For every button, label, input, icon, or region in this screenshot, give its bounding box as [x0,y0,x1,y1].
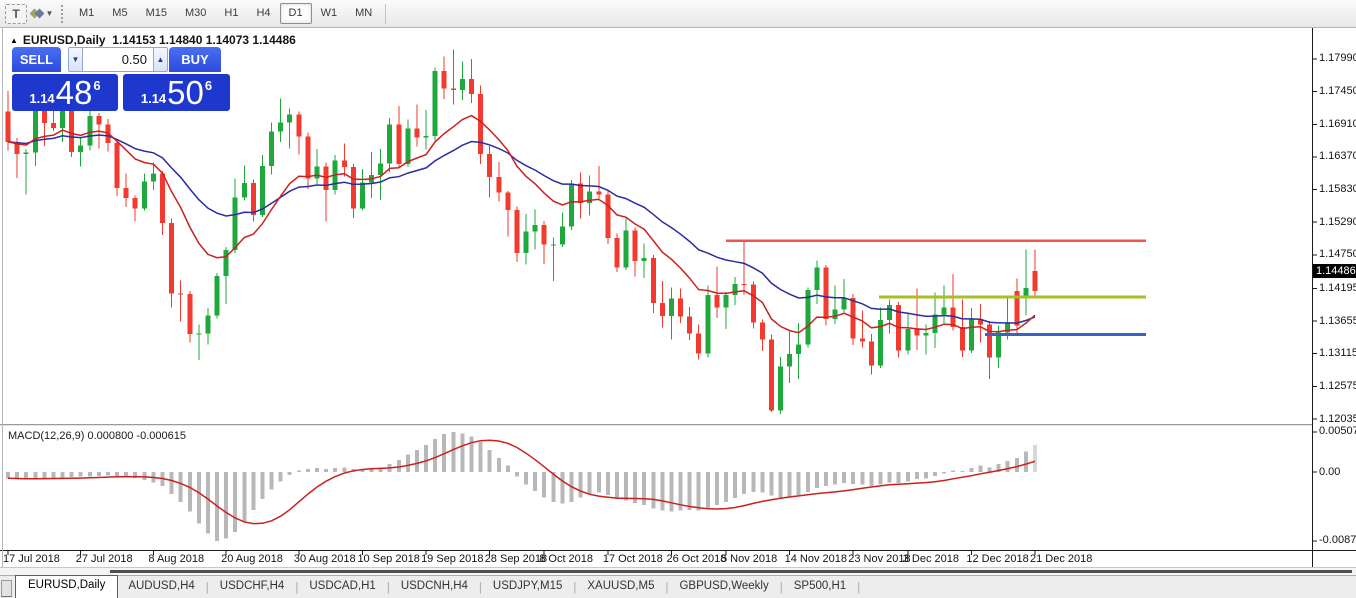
tab-sp500-h1[interactable]: SP500,H1 [793,580,847,593]
tab-separator: | [295,582,299,594]
tab-separator: | [205,582,209,594]
timeframe-button-m1[interactable]: M1 [79,7,95,19]
chevron-down-icon: ▼ [45,9,54,18]
sell-price-big: 48 [55,74,93,111]
symbol-ohlc-line: ▲ EURUSD,Daily 1.14153 1.14840 1.14073 1… [10,33,296,47]
timeframe-button-h4[interactable]: H4 [256,7,271,19]
buy-price-big: 50 [167,74,204,111]
macd-axis-label: -0.00873 [1319,534,1356,547]
macd-histogram [6,431,1037,541]
date-axis-label: 19 Sep 2018 [421,553,484,565]
tab-usdchf-h4[interactable]: USDCHF,H4 [219,580,285,593]
date-axis-label: 17 Oct 2018 [602,553,663,565]
chart-frame [0,28,1356,568]
moving-average-lines [7,114,1036,334]
timeframe-button-d1[interactable]: D1 [279,3,312,24]
tab-separator: | [779,582,783,594]
tab-separator: | [857,582,861,594]
tab-bar-stub[interactable] [1,580,12,597]
date-axis-label: 27 Jul 2018 [75,553,133,565]
date-axis-label: 10 Sep 2018 [357,553,420,565]
macd-signal-line [7,439,1036,525]
date-axis-label: 5 Nov 2018 [720,553,778,565]
current-price-badge: 1.14486 [1313,263,1356,278]
tab-usdcad-h1[interactable]: USDCAD,H1 [309,580,376,593]
price-axis-label: 1.16910 [1319,117,1356,130]
tab-gbpusd-weekly[interactable]: GBPUSD,Weekly [679,580,769,593]
objects-tool-icon[interactable]: ▼ [29,4,55,24]
timeframe-button-w1[interactable]: W1 [320,7,338,19]
timeframe-button-mn[interactable]: MN [355,7,373,19]
date-axis-label: 12 Dec 2018 [966,553,1029,565]
top-toolbar: T ▼ M1 M5 M15 M30 H1 H4 D1 W1 MN [0,0,1356,28]
price-axis-label: 1.12035 [1319,412,1356,425]
sell-button[interactable]: SELL [12,47,61,72]
axis-ticks [7,58,1317,555]
chart-tabs: EURUSD,Daily AUDUSD,H4 | USDCHF,H4 | USDCAD,H… [15,575,861,598]
date-axis-label: 17 Jul 2018 [3,553,60,565]
price-axis-label: 1.13655 [1319,314,1356,327]
date-axis-label: 26 Oct 2018 [666,553,727,565]
tab-xauusd-m5[interactable]: XAUUSD,M5 [587,580,655,593]
toolbar-separator [385,3,387,24]
sell-price-prefix: 1.14 [29,91,55,106]
tab-audusd-h4[interactable]: AUDUSD,H4 [128,580,195,593]
price-axis-label: 1.15290 [1319,215,1356,228]
timeframe-button-group: M1 M5 M15 M30 H1 H4 D1 W1 MN [70,3,381,24]
date-axis-label: 8 Aug 2018 [148,553,205,565]
buy-price-box[interactable]: 1.14 50 6 [123,74,230,111]
price-axis-label: 1.13115 [1319,347,1356,360]
toolbar-grip[interactable] [61,4,65,23]
date-axis-label: 21 Dec 2018 [1030,553,1093,565]
sell-price-pipette: 6 [93,78,101,93]
horizontal-level-lines[interactable] [726,239,1146,337]
date-axis-label: 20 Aug 2018 [221,553,283,565]
price-axis-label: 1.17450 [1319,85,1356,98]
price-axis-label: 1.16370 [1319,150,1356,163]
buy-price-prefix: 1.14 [140,91,167,106]
tab-usdcnh-h4[interactable]: USDCNH,H4 [400,580,468,593]
macd-axis-label: 0.005074 [1319,425,1356,438]
date-axis-label: 3 Dec 2018 [902,553,960,565]
macd-axis-label: 0.00 [1319,465,1341,478]
symbol-marker-icon: ▲ [10,35,18,45]
volume-decrease-button[interactable]: ▼ [68,47,83,72]
tab-separator: | [665,582,669,594]
buy-price-pipette: 6 [204,78,213,93]
tab-eurusd-daily[interactable]: EURUSD,Daily [15,575,119,598]
date-axis-label: 28 Sep 2018 [484,553,548,565]
chart-tab-bar: EURUSD,Daily AUDUSD,H4 | USDCHF,H4 | USDCAD,H… [0,575,1356,598]
price-axis-label: 1.14195 [1319,281,1356,294]
date-axis-label: 8 Oct 2018 [539,553,594,565]
tab-separator: | [478,582,482,594]
tab-separator: | [386,582,390,594]
chart-scrollbar-thumb[interactable] [110,570,1352,573]
price-axis-label: 1.17990 [1319,52,1356,65]
tab-usdjpy-m15[interactable]: USDJPY,M15 [492,580,563,593]
one-click-trade-panel: SELL ▼ ▲ BUY 1.14 48 6 1.14 50 6 [12,47,230,111]
date-axis-label: 30 Aug 2018 [293,553,356,565]
tab-separator: | [573,582,577,594]
price-axis-label: 1.12575 [1319,379,1356,392]
timeframe-button-h1[interactable]: H1 [224,7,239,19]
timeframe-button-m15[interactable]: M15 [145,7,167,19]
macd-indicator-label: MACD(12,26,9) 0.000800 -0.000615 [8,430,186,442]
sell-price-box[interactable]: 1.14 48 6 [12,74,118,111]
buy-button[interactable]: BUY [169,47,221,72]
price-axis-label: 1.15830 [1319,183,1356,196]
timeframe-button-m30[interactable]: M30 [184,7,207,19]
chart-scrollbar[interactable] [0,568,1356,575]
price-axis-label: 1.14750 [1319,248,1356,261]
date-axis-label: 14 Nov 2018 [784,553,847,565]
volume-input[interactable] [83,47,153,72]
symbol-ohlc-text: EURUSD,Daily 1.14153 1.14840 1.14073 1.1… [22,33,296,47]
date-axis-label: 23 Nov 2018 [848,553,911,565]
text-tool-icon[interactable]: T [5,3,27,24]
timeframe-button-m5[interactable]: M5 [112,7,128,19]
volume-increase-button[interactable]: ▲ [153,47,168,72]
